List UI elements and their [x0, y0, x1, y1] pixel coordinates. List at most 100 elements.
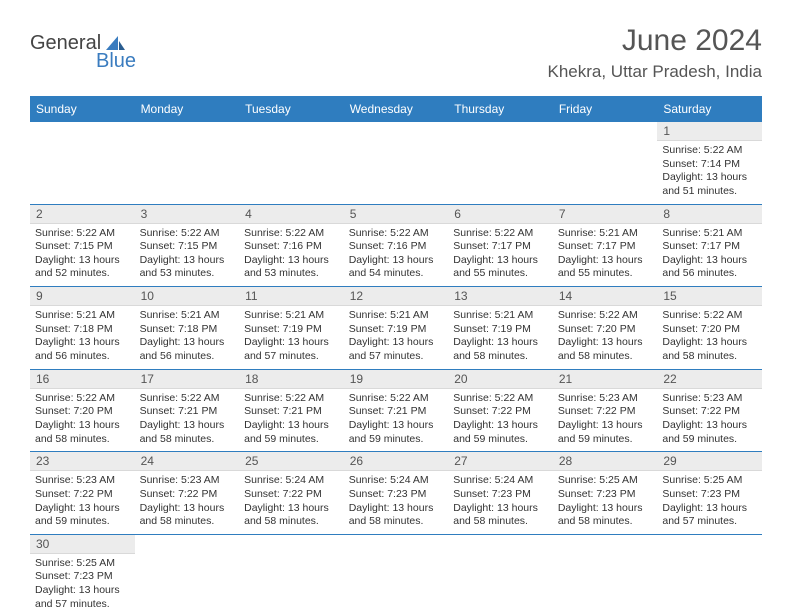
weekday-header: Thursday: [448, 96, 553, 122]
day-number: 3: [135, 205, 240, 224]
day-cell-empty: [448, 122, 553, 204]
calendar-week-row: 2Sunrise: 5:22 AMSunset: 7:15 PMDaylight…: [30, 204, 762, 287]
day-number: 19: [344, 370, 449, 389]
header: General June 2024 Khekra, Uttar Pradesh,…: [30, 24, 762, 82]
weekday-header: Saturday: [657, 96, 762, 122]
day-content: Sunrise: 5:21 AMSunset: 7:19 PMDaylight:…: [448, 306, 553, 369]
day-number: 12: [344, 287, 449, 306]
title-block: June 2024 Khekra, Uttar Pradesh, India: [547, 24, 762, 82]
day-cell: 28Sunrise: 5:25 AMSunset: 7:23 PMDayligh…: [553, 452, 658, 535]
weekday-header: Tuesday: [239, 96, 344, 122]
day-number: 28: [553, 452, 658, 471]
day-content: Sunrise: 5:25 AMSunset: 7:23 PMDaylight:…: [657, 471, 762, 534]
day-content: Sunrise: 5:21 AMSunset: 7:17 PMDaylight:…: [553, 224, 658, 287]
day-content: Sunrise: 5:22 AMSunset: 7:20 PMDaylight:…: [553, 306, 658, 369]
day-cell-empty: [553, 534, 658, 616]
day-number: 25: [239, 452, 344, 471]
day-content: Sunrise: 5:21 AMSunset: 7:18 PMDaylight:…: [135, 306, 240, 369]
weekday-header: Wednesday: [344, 96, 449, 122]
day-number: 1: [657, 122, 762, 141]
day-cell: 14Sunrise: 5:22 AMSunset: 7:20 PMDayligh…: [553, 287, 658, 370]
day-cell: 29Sunrise: 5:25 AMSunset: 7:23 PMDayligh…: [657, 452, 762, 535]
day-content: Sunrise: 5:24 AMSunset: 7:23 PMDaylight:…: [448, 471, 553, 534]
day-cell: 4Sunrise: 5:22 AMSunset: 7:16 PMDaylight…: [239, 204, 344, 287]
day-number: 7: [553, 205, 658, 224]
weekday-header: Friday: [553, 96, 658, 122]
day-number: 24: [135, 452, 240, 471]
day-number: 14: [553, 287, 658, 306]
day-cell: 21Sunrise: 5:23 AMSunset: 7:22 PMDayligh…: [553, 369, 658, 452]
day-cell-empty: [657, 534, 762, 616]
day-cell: 23Sunrise: 5:23 AMSunset: 7:22 PMDayligh…: [30, 452, 135, 535]
day-content: Sunrise: 5:21 AMSunset: 7:19 PMDaylight:…: [239, 306, 344, 369]
day-cell: 1Sunrise: 5:22 AMSunset: 7:14 PMDaylight…: [657, 122, 762, 204]
day-cell: 9Sunrise: 5:21 AMSunset: 7:18 PMDaylight…: [30, 287, 135, 370]
day-cell: 15Sunrise: 5:22 AMSunset: 7:20 PMDayligh…: [657, 287, 762, 370]
day-cell: 2Sunrise: 5:22 AMSunset: 7:15 PMDaylight…: [30, 204, 135, 287]
day-cell: 20Sunrise: 5:22 AMSunset: 7:22 PMDayligh…: [448, 369, 553, 452]
day-number: 17: [135, 370, 240, 389]
day-cell: 22Sunrise: 5:23 AMSunset: 7:22 PMDayligh…: [657, 369, 762, 452]
day-content: Sunrise: 5:22 AMSunset: 7:17 PMDaylight:…: [448, 224, 553, 287]
day-cell: 5Sunrise: 5:22 AMSunset: 7:16 PMDaylight…: [344, 204, 449, 287]
day-cell: 25Sunrise: 5:24 AMSunset: 7:22 PMDayligh…: [239, 452, 344, 535]
location-subtitle: Khekra, Uttar Pradesh, India: [547, 62, 762, 82]
weekday-header-row: SundayMondayTuesdayWednesdayThursdayFrid…: [30, 96, 762, 122]
calendar-week-row: 23Sunrise: 5:23 AMSunset: 7:22 PMDayligh…: [30, 452, 762, 535]
day-content: Sunrise: 5:24 AMSunset: 7:23 PMDaylight:…: [344, 471, 449, 534]
day-content: Sunrise: 5:22 AMSunset: 7:22 PMDaylight:…: [448, 389, 553, 452]
day-cell: 12Sunrise: 5:21 AMSunset: 7:19 PMDayligh…: [344, 287, 449, 370]
calendar-body: 1Sunrise: 5:22 AMSunset: 7:14 PMDaylight…: [30, 122, 762, 616]
day-number: 6: [448, 205, 553, 224]
brand-blue: Blue: [96, 50, 136, 72]
weekday-header: Monday: [135, 96, 240, 122]
day-content: Sunrise: 5:22 AMSunset: 7:14 PMDaylight:…: [657, 141, 762, 204]
day-cell-empty: [135, 122, 240, 204]
day-cell-empty: [30, 122, 135, 204]
day-content: Sunrise: 5:24 AMSunset: 7:22 PMDaylight:…: [239, 471, 344, 534]
day-content: Sunrise: 5:25 AMSunset: 7:23 PMDaylight:…: [553, 471, 658, 534]
day-cell: 24Sunrise: 5:23 AMSunset: 7:22 PMDayligh…: [135, 452, 240, 535]
calendar-week-row: 16Sunrise: 5:22 AMSunset: 7:20 PMDayligh…: [30, 369, 762, 452]
calendar-week-row: 30Sunrise: 5:25 AMSunset: 7:23 PMDayligh…: [30, 534, 762, 616]
day-cell-empty: [344, 122, 449, 204]
day-cell: 17Sunrise: 5:22 AMSunset: 7:21 PMDayligh…: [135, 369, 240, 452]
day-number: 2: [30, 205, 135, 224]
day-cell: 19Sunrise: 5:22 AMSunset: 7:21 PMDayligh…: [344, 369, 449, 452]
day-number: 4: [239, 205, 344, 224]
day-cell: 27Sunrise: 5:24 AMSunset: 7:23 PMDayligh…: [448, 452, 553, 535]
day-content: Sunrise: 5:23 AMSunset: 7:22 PMDaylight:…: [135, 471, 240, 534]
day-number: 15: [657, 287, 762, 306]
day-number: 30: [30, 535, 135, 554]
calendar-table: SundayMondayTuesdayWednesdayThursdayFrid…: [30, 96, 762, 616]
day-number: 21: [553, 370, 658, 389]
day-content: Sunrise: 5:22 AMSunset: 7:21 PMDaylight:…: [135, 389, 240, 452]
day-number: 9: [30, 287, 135, 306]
day-content: Sunrise: 5:21 AMSunset: 7:17 PMDaylight:…: [657, 224, 762, 287]
day-content: Sunrise: 5:22 AMSunset: 7:15 PMDaylight:…: [135, 224, 240, 287]
calendar-week-row: 9Sunrise: 5:21 AMSunset: 7:18 PMDaylight…: [30, 287, 762, 370]
day-cell: 7Sunrise: 5:21 AMSunset: 7:17 PMDaylight…: [553, 204, 658, 287]
day-cell: 26Sunrise: 5:24 AMSunset: 7:23 PMDayligh…: [344, 452, 449, 535]
day-cell: 10Sunrise: 5:21 AMSunset: 7:18 PMDayligh…: [135, 287, 240, 370]
day-cell-empty: [344, 534, 449, 616]
day-cell: 18Sunrise: 5:22 AMSunset: 7:21 PMDayligh…: [239, 369, 344, 452]
day-content: Sunrise: 5:22 AMSunset: 7:20 PMDaylight:…: [657, 306, 762, 369]
day-content: Sunrise: 5:22 AMSunset: 7:21 PMDaylight:…: [344, 389, 449, 452]
day-cell-empty: [239, 122, 344, 204]
day-content: Sunrise: 5:21 AMSunset: 7:19 PMDaylight:…: [344, 306, 449, 369]
day-content: Sunrise: 5:21 AMSunset: 7:18 PMDaylight:…: [30, 306, 135, 369]
day-number: 29: [657, 452, 762, 471]
calendar-week-row: 1Sunrise: 5:22 AMSunset: 7:14 PMDaylight…: [30, 122, 762, 204]
day-number: 8: [657, 205, 762, 224]
weekday-header: Sunday: [30, 96, 135, 122]
day-number: 5: [344, 205, 449, 224]
day-cell: 13Sunrise: 5:21 AMSunset: 7:19 PMDayligh…: [448, 287, 553, 370]
day-number: 27: [448, 452, 553, 471]
day-number: 23: [30, 452, 135, 471]
day-number: 13: [448, 287, 553, 306]
day-content: Sunrise: 5:22 AMSunset: 7:16 PMDaylight:…: [239, 224, 344, 287]
day-cell-empty: [239, 534, 344, 616]
day-number: 18: [239, 370, 344, 389]
day-number: 22: [657, 370, 762, 389]
